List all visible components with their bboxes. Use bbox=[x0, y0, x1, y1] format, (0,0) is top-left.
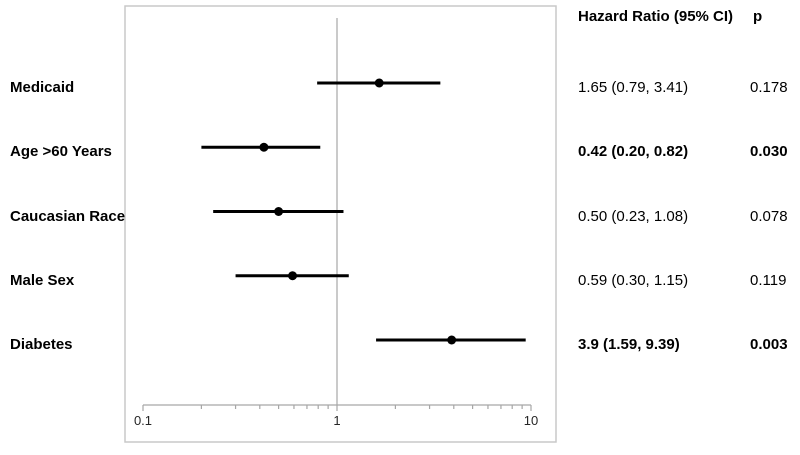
point-estimate-marker bbox=[274, 207, 284, 216]
x-axis-tick-label: 0.1 bbox=[134, 413, 152, 428]
point-estimate-marker bbox=[288, 271, 298, 281]
hr-ci-value: 0.59 (0.30, 1.15) bbox=[578, 271, 689, 289]
row-label: Medicaid bbox=[10, 79, 75, 96]
row-label: Male Sex bbox=[10, 271, 75, 289]
plot-border bbox=[124, 5, 557, 443]
point-estimate-marker bbox=[374, 78, 384, 88]
p-value: 0.030 bbox=[750, 143, 788, 161]
hr-ci-value: 3.9 (1.59, 9.39) bbox=[578, 336, 680, 353]
hr-ci-value: 0.42 (0.20, 0.82) bbox=[578, 143, 689, 161]
hr-ci-value: 0.50 (0.23, 1.08) bbox=[578, 207, 689, 225]
p-column-header: p bbox=[753, 8, 763, 25]
x-axis-tick-label: 1 bbox=[333, 413, 340, 428]
p-value: 0.003 bbox=[750, 336, 788, 353]
point-estimate-marker bbox=[259, 142, 269, 152]
p-value: 0.119 bbox=[750, 271, 787, 289]
row-label: Caucasian Race bbox=[10, 207, 126, 225]
row-label: Age >60 Years bbox=[10, 143, 112, 161]
hr-ci-value: 1.65 (0.79, 3.41) bbox=[578, 79, 689, 96]
row-label: Diabetes bbox=[10, 336, 73, 353]
x-axis-tick-label: 10 bbox=[524, 413, 538, 428]
p-value: 0.078 bbox=[750, 207, 788, 225]
hr-ci-column-header: Hazard Ratio (95% CI) bbox=[578, 8, 734, 25]
p-value: 0.178 bbox=[750, 79, 788, 96]
point-estimate-marker bbox=[447, 335, 457, 345]
